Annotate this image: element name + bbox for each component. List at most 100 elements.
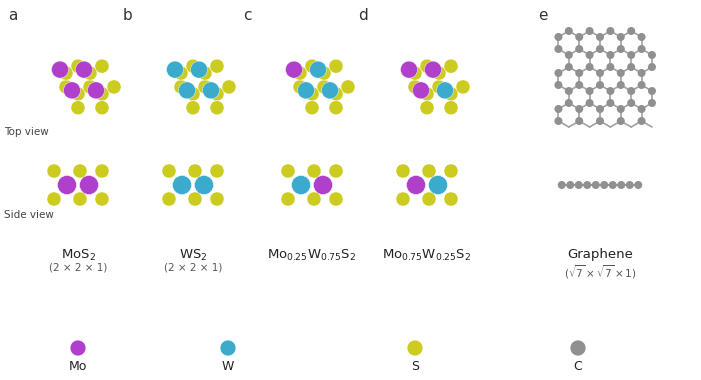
Circle shape (648, 63, 656, 71)
Circle shape (627, 51, 635, 59)
Circle shape (596, 117, 604, 125)
Circle shape (617, 45, 625, 53)
Circle shape (313, 176, 332, 195)
Circle shape (198, 80, 212, 94)
Circle shape (57, 176, 76, 195)
Circle shape (576, 117, 583, 125)
Circle shape (420, 87, 434, 101)
Text: (2 × 2 × 1): (2 × 2 × 1) (49, 263, 107, 273)
Circle shape (210, 87, 224, 101)
Circle shape (79, 176, 99, 195)
Circle shape (73, 192, 87, 206)
Circle shape (585, 87, 594, 95)
Circle shape (570, 340, 586, 356)
Circle shape (95, 164, 109, 178)
Circle shape (648, 99, 656, 107)
Circle shape (606, 27, 614, 35)
Circle shape (47, 164, 61, 178)
Text: a: a (8, 8, 18, 23)
Text: Mo: Mo (69, 360, 87, 373)
Text: Side view: Side view (4, 210, 54, 220)
Text: c: c (243, 8, 252, 23)
Text: MoS$_2$: MoS$_2$ (60, 248, 95, 263)
Text: Top view: Top view (4, 127, 49, 137)
Circle shape (444, 164, 458, 178)
Circle shape (317, 66, 331, 80)
Circle shape (648, 51, 656, 59)
Circle shape (420, 101, 434, 115)
Text: S: S (411, 360, 419, 373)
Circle shape (307, 192, 321, 206)
Circle shape (293, 66, 307, 80)
Circle shape (83, 80, 97, 94)
Circle shape (444, 59, 458, 73)
Circle shape (576, 105, 583, 113)
Circle shape (638, 33, 646, 41)
Circle shape (95, 59, 109, 73)
Circle shape (292, 176, 311, 195)
Circle shape (95, 87, 109, 101)
Text: (2 × 2 × 1): (2 × 2 × 1) (164, 263, 222, 273)
Circle shape (585, 51, 594, 59)
Circle shape (554, 45, 562, 53)
Text: ($\sqrt{7}\times\sqrt{7}\times$1): ($\sqrt{7}\times\sqrt{7}\times$1) (564, 263, 637, 280)
Circle shape (341, 80, 355, 94)
Circle shape (83, 66, 97, 80)
Circle shape (634, 181, 642, 189)
Text: WS$_2$: WS$_2$ (179, 248, 207, 263)
Circle shape (307, 164, 321, 178)
Circle shape (281, 164, 295, 178)
Circle shape (172, 176, 191, 195)
Circle shape (617, 117, 625, 125)
Text: W: W (222, 360, 234, 373)
Circle shape (64, 82, 81, 99)
Circle shape (554, 105, 562, 113)
Circle shape (400, 61, 418, 78)
Circle shape (297, 82, 315, 99)
Circle shape (194, 176, 214, 195)
Circle shape (305, 87, 319, 101)
Circle shape (412, 82, 430, 99)
Circle shape (554, 69, 562, 77)
Circle shape (456, 80, 470, 94)
Circle shape (626, 181, 634, 189)
Circle shape (596, 81, 604, 89)
Circle shape (648, 87, 656, 95)
Circle shape (596, 45, 604, 53)
Circle shape (638, 69, 646, 77)
Circle shape (638, 45, 646, 53)
Circle shape (222, 80, 236, 94)
Circle shape (638, 81, 646, 89)
Circle shape (107, 80, 121, 94)
Circle shape (617, 81, 625, 89)
Circle shape (444, 192, 458, 206)
Circle shape (558, 181, 566, 189)
Circle shape (428, 176, 447, 195)
Circle shape (210, 192, 224, 206)
Circle shape (554, 33, 562, 41)
Circle shape (186, 101, 200, 115)
Circle shape (210, 101, 224, 115)
Circle shape (565, 99, 573, 107)
Circle shape (444, 87, 458, 101)
Circle shape (565, 63, 573, 71)
Circle shape (174, 66, 188, 80)
Circle shape (425, 61, 442, 78)
Circle shape (59, 80, 73, 94)
Circle shape (396, 192, 410, 206)
Circle shape (329, 101, 343, 115)
Circle shape (408, 80, 422, 94)
Circle shape (437, 82, 454, 99)
Circle shape (305, 101, 319, 115)
Circle shape (71, 59, 85, 73)
Text: d: d (358, 8, 368, 23)
Circle shape (583, 181, 591, 189)
Circle shape (310, 61, 327, 78)
Circle shape (76, 61, 93, 78)
Circle shape (565, 87, 573, 95)
Circle shape (627, 63, 635, 71)
Circle shape (576, 45, 583, 53)
Circle shape (329, 59, 343, 73)
Circle shape (420, 59, 434, 73)
Circle shape (179, 82, 196, 99)
